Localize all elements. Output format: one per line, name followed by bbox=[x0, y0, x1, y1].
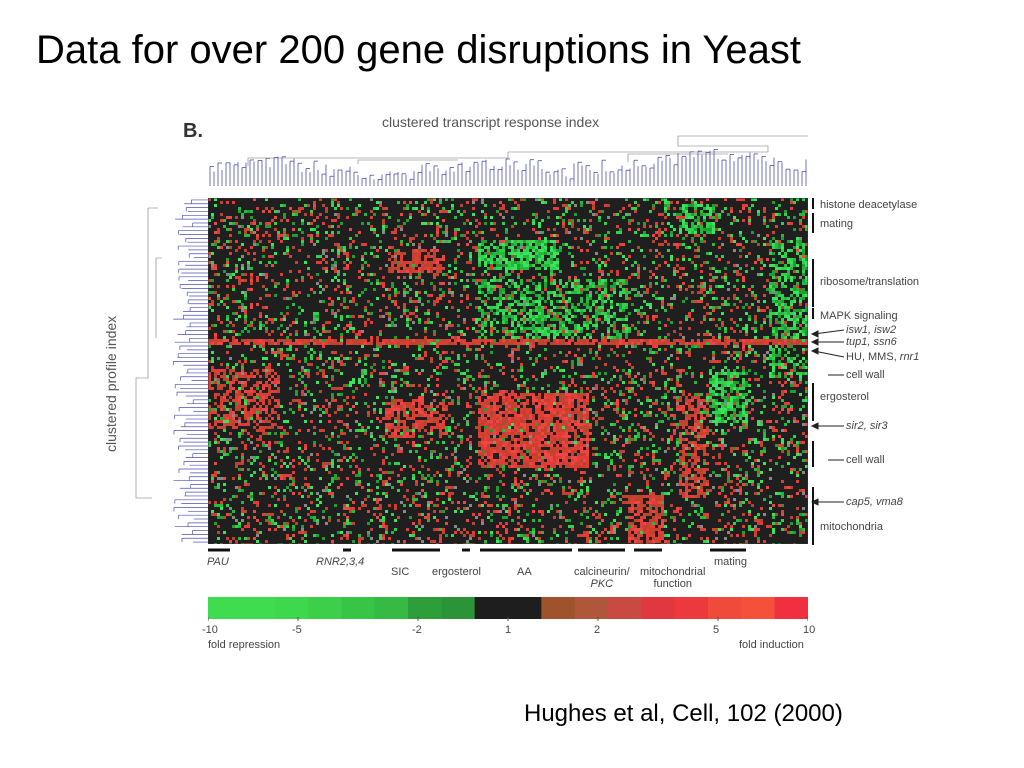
bottom-label-calcineurin: calcineurin/PKC bbox=[574, 566, 630, 590]
bottom-label-pau: PAU bbox=[207, 556, 229, 568]
citation: Hughes et al, Cell, 102 (2000) bbox=[524, 700, 843, 727]
label-mapk-signaling: MAPK signaling bbox=[820, 310, 898, 322]
tick-label: 2 bbox=[594, 624, 601, 636]
cluster-annotation-bars bbox=[812, 198, 814, 545]
label-cell-wall-1: cell wall bbox=[846, 369, 885, 381]
bottom-label-ergosterol: ergosterol bbox=[432, 566, 481, 578]
expression-heatmap bbox=[208, 198, 808, 544]
label-mitochondria: mitochondria bbox=[820, 521, 883, 533]
tick-label: 10 bbox=[803, 624, 816, 636]
top-dendrogram bbox=[209, 135, 808, 186]
label-cell-wall-2: cell wall bbox=[846, 454, 885, 466]
bottom-category-bars bbox=[208, 548, 746, 552]
bottom-label-aa: AA bbox=[517, 566, 532, 578]
label-hu-mms-rnr1: HU, MMS, rnr1 bbox=[846, 351, 920, 363]
fold-repression-label: fold repression bbox=[208, 639, 281, 651]
label-cap5-vma8: cap5, vma8 bbox=[846, 496, 903, 508]
label-ergosterol: ergosterol bbox=[820, 391, 869, 403]
bottom-label-sic: SIC bbox=[391, 566, 410, 578]
label-histone-deacetylase: histone deacetylase bbox=[820, 199, 918, 211]
bottom-label-mating: mating bbox=[714, 556, 748, 568]
label-sir2-sir3: sir2, sir3 bbox=[846, 420, 888, 432]
fold-induction-label: fold induction bbox=[739, 639, 804, 651]
label-tup1-ssn6: tup1, ssn6 bbox=[846, 336, 897, 348]
tick-label: 1 bbox=[505, 624, 512, 636]
bottom-label-rnr: RNR2,3,4 bbox=[316, 556, 365, 568]
annotation-arrows bbox=[810, 329, 845, 506]
label-isw1-isw2: isw1, isw2 bbox=[846, 324, 897, 336]
tick-label: -2 bbox=[412, 624, 422, 636]
tick-label: 5 bbox=[713, 624, 720, 636]
slide-title: Data for over 200 gene disruptions in Ye… bbox=[36, 28, 801, 72]
bottom-label-mitochondrial: mitochondrial function bbox=[640, 566, 706, 590]
side-axis-label: clustered profile index bbox=[103, 315, 119, 452]
panel-label: B. bbox=[183, 120, 203, 142]
tick-label: -10 bbox=[202, 624, 218, 636]
label-mating: mating bbox=[820, 218, 854, 230]
label-ribosome-translation: ribosome/translation bbox=[820, 276, 920, 288]
tick-label: -5 bbox=[292, 624, 302, 636]
top-axis-label: clustered transcript response index bbox=[382, 114, 600, 130]
side-dendrogram bbox=[135, 199, 208, 543]
fold-change-color-scale bbox=[208, 597, 808, 621]
